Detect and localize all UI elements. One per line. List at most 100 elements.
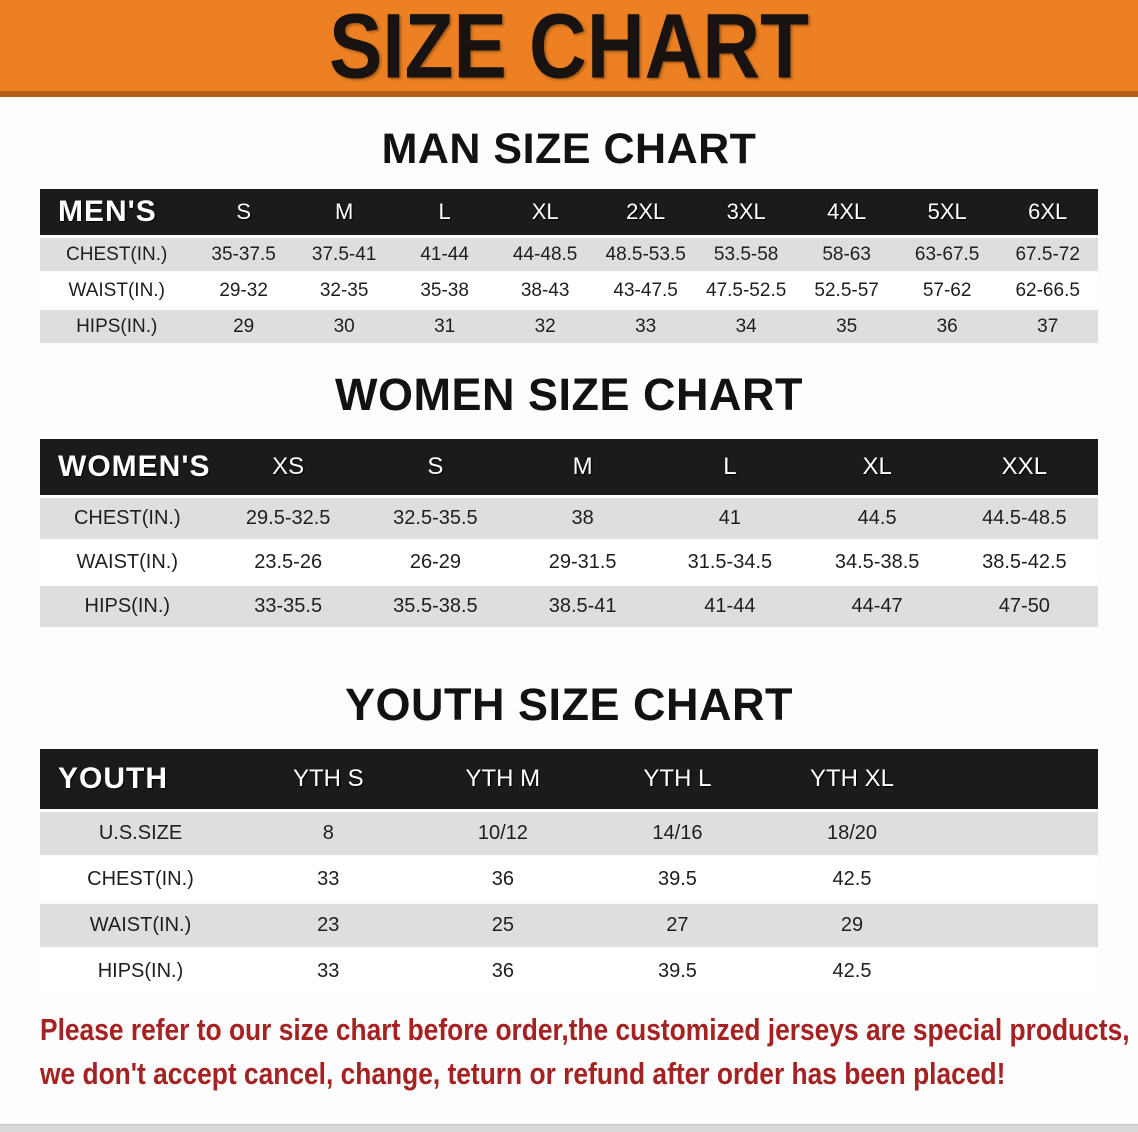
table-cell: 42.5 xyxy=(764,950,940,993)
table-cell: 25 xyxy=(415,904,591,947)
table-cell: 34.5-38.5 xyxy=(803,542,951,583)
column-header: S xyxy=(193,189,294,235)
table-row: U.S.SIZE 8 10/12 14/16 18/20 xyxy=(40,812,1098,855)
table-title-cell: MEN'S xyxy=(40,189,194,235)
row-label: HIPS(IN.) xyxy=(40,586,215,627)
column-header: L xyxy=(656,439,804,495)
column-header: 5XL xyxy=(896,189,998,235)
table-cell: 33 xyxy=(241,858,416,901)
table-cell: 31 xyxy=(394,310,495,343)
table-cell: 29-31.5 xyxy=(509,542,657,583)
table-cell: 37.5-41 xyxy=(293,238,395,271)
table-cell: 36 xyxy=(896,310,998,343)
column-header: 6XL xyxy=(997,189,1098,235)
table-cell: 34 xyxy=(695,310,797,343)
table-cell: 53.5-58 xyxy=(695,238,797,271)
table-cell: 44.5-48.5 xyxy=(950,498,1098,539)
table-cell: 67.5-72 xyxy=(997,238,1098,271)
table-cell: 32.5-35.5 xyxy=(361,498,510,539)
table-cell: 63-67.5 xyxy=(896,238,998,271)
men-size-table-section: MEN'S S M L XL 2XL 3XL 4XL 5XL 6XL CHEST(IN.) 35-37… xyxy=(0,186,1138,346)
table-cell: 47-50 xyxy=(950,586,1098,627)
column-header: XL xyxy=(803,439,951,495)
disclaimer-line-1: Please refer to our size chart before or… xyxy=(40,1012,1130,1047)
column-header: 4XL xyxy=(796,189,897,235)
column-header: YTH M xyxy=(415,749,591,809)
table-cell: 35-37.5 xyxy=(193,238,294,271)
table-cell: 29-32 xyxy=(193,274,294,307)
column-header: YTH S xyxy=(241,749,416,809)
table-cell: 42.5 xyxy=(764,858,940,901)
table-cell: 29.5-32.5 xyxy=(214,498,362,539)
column-header: S xyxy=(361,439,510,495)
women-size-table: WOMEN'S XS S M L XL XXL CHEST(IN.) 29.5-32.5 32.5… xyxy=(40,436,1098,630)
table-cell: 38.5-42.5 xyxy=(950,542,1098,583)
column-header: M xyxy=(293,189,395,235)
table-cell xyxy=(939,812,1098,855)
table-cell xyxy=(939,904,1098,947)
men-size-table: MEN'S S M L XL 2XL 3XL 4XL 5XL 6XL CHEST(IN.) 35-37… xyxy=(40,186,1098,346)
table-cell: 35.5-38.5 xyxy=(361,586,510,627)
table-cell: 38.5-41 xyxy=(509,586,657,627)
youth-size-table: YOUTH YTH S YTH M YTH L YTH XL U.S.SIZE 8 10/12… xyxy=(40,746,1098,996)
table-cell: 36 xyxy=(415,858,591,901)
table-cell: 37 xyxy=(997,310,1098,343)
youth-size-table-section: YOUTH YTH S YTH M YTH L YTH XL U.S.SIZE 8 10/12… xyxy=(0,746,1138,996)
row-label: CHEST(IN.) xyxy=(40,858,242,901)
column-header: L xyxy=(394,189,495,235)
table-cell: 47.5-52.5 xyxy=(695,274,797,307)
table-cell: 57-62 xyxy=(896,274,998,307)
column-header: M xyxy=(509,439,657,495)
table-cell: 33 xyxy=(595,310,696,343)
table-cell: 36 xyxy=(415,950,591,993)
table-cell: 32-35 xyxy=(293,274,395,307)
table-title-cell: YOUTH xyxy=(40,749,242,809)
column-header: XS xyxy=(214,439,362,495)
table-row: WAIST(IN.) 23.5-26 26-29 29-31.5 31.5-34.5 34… xyxy=(40,542,1098,583)
row-label: U.S.SIZE xyxy=(40,812,242,855)
table-row: CHEST(IN.) 33 36 39.5 42.5 xyxy=(40,858,1098,901)
table-cell: 10/12 xyxy=(415,812,591,855)
disclaimer-line-2: we don't accept cancel, change, teturn o… xyxy=(40,1056,1006,1091)
man-size-chart-title: MAN SIZE CHART xyxy=(381,125,757,173)
table-cell: 41-44 xyxy=(656,586,804,627)
table-row: WAIST(IN.) 23 25 27 29 xyxy=(40,904,1098,947)
table-cell: 23.5-26 xyxy=(214,542,362,583)
table-cell: 32 xyxy=(494,310,596,343)
table-cell: 38 xyxy=(509,498,657,539)
table-cell: 58-63 xyxy=(796,238,897,271)
table-cell: 27 xyxy=(590,904,765,947)
table-cell: 14/16 xyxy=(590,812,765,855)
row-label: HIPS(IN.) xyxy=(40,310,194,343)
table-cell: 29 xyxy=(193,310,294,343)
column-header: 3XL xyxy=(695,189,797,235)
table-cell: 35-38 xyxy=(394,274,495,307)
table-header-row: YOUTH YTH S YTH M YTH L YTH XL xyxy=(40,749,1098,809)
table-header-row: WOMEN'S XS S M L XL XXL xyxy=(40,439,1098,495)
banner-title: SIZE CHART xyxy=(329,0,809,98)
table-cell: 23 xyxy=(241,904,416,947)
table-cell xyxy=(939,950,1098,993)
table-cell: 41 xyxy=(656,498,804,539)
table-header-row: MEN'S S M L XL 2XL 3XL 4XL 5XL 6XL xyxy=(40,189,1098,235)
row-label: HIPS(IN.) xyxy=(40,950,242,993)
row-label: CHEST(IN.) xyxy=(40,238,194,271)
column-header: 2XL xyxy=(595,189,696,235)
youth-size-chart-title: YOUTH SIZE CHART xyxy=(344,679,793,730)
table-cell: 29 xyxy=(764,904,940,947)
column-header: YTH L xyxy=(590,749,765,809)
table-row: HIPS(IN.) 33 36 39.5 42.5 xyxy=(40,950,1098,993)
table-cell xyxy=(939,858,1098,901)
table-cell: 44.5 xyxy=(803,498,951,539)
column-header xyxy=(939,749,1098,809)
table-cell: 44-47 xyxy=(803,586,951,627)
table-row: HIPS(IN.) 29 30 31 32 33 34 35 36 37 xyxy=(40,310,1098,343)
row-label: WAIST(IN.) xyxy=(40,274,194,307)
row-label: WAIST(IN.) xyxy=(40,542,215,583)
column-header: YTH XL xyxy=(764,749,940,809)
column-header: XL xyxy=(494,189,596,235)
table-cell: 33 xyxy=(241,950,416,993)
table-cell: 62-66.5 xyxy=(997,274,1098,307)
table-cell: 26-29 xyxy=(361,542,510,583)
women-size-chart-title: WOMEN SIZE CHART xyxy=(335,369,803,420)
